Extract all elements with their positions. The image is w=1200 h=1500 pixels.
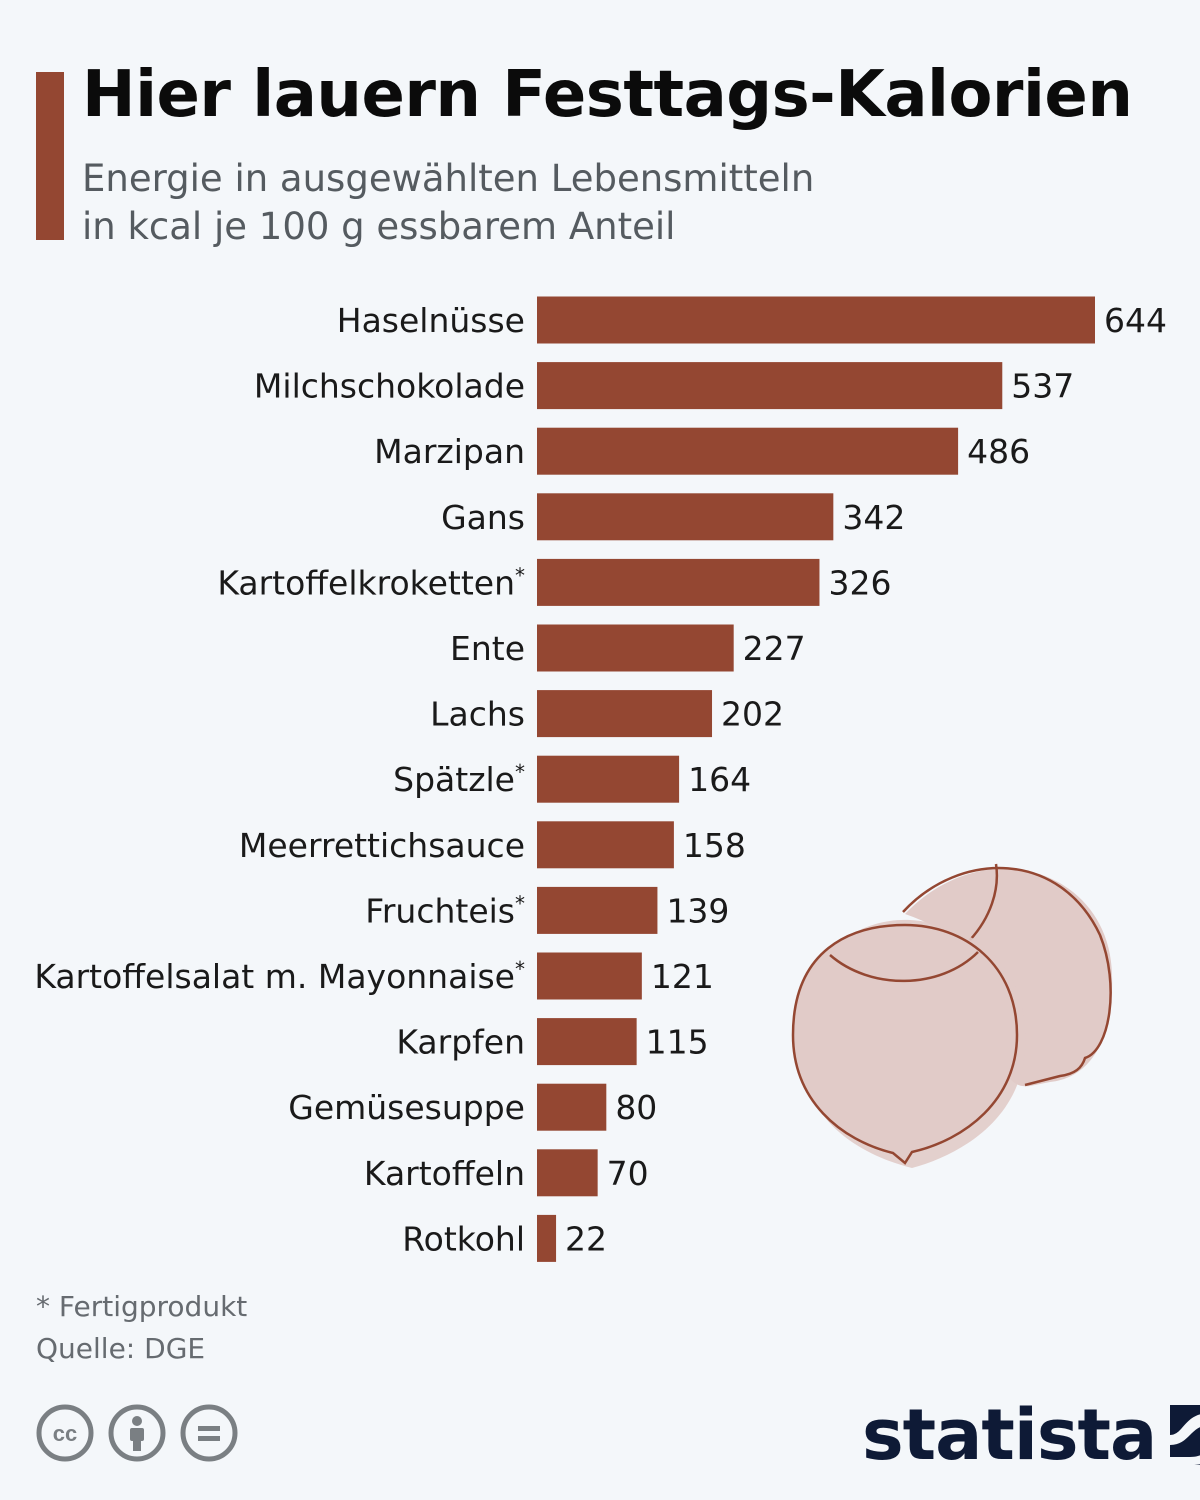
bar-3 — [537, 493, 834, 541]
category-label-10: Kartoffelsalat m. Mayonnaise* — [34, 957, 525, 996]
bar-9 — [537, 886, 658, 934]
value-label-5: 227 — [743, 629, 806, 668]
bar-1 — [537, 362, 1003, 410]
bar-13 — [537, 1149, 598, 1197]
bar-12 — [537, 1083, 607, 1131]
value-label-14: 22 — [565, 1219, 607, 1258]
attribution-icon[interactable] — [108, 1404, 166, 1462]
statista-logo[interactable]: statista — [862, 1394, 1200, 1476]
bar-11 — [537, 1018, 637, 1066]
value-label-13: 70 — [607, 1154, 649, 1193]
bar-10 — [537, 952, 642, 1000]
value-label-6: 202 — [721, 695, 784, 734]
chart-subtitle-line2: in kcal je 100 g essbarem Anteil — [82, 205, 676, 248]
category-label-13: Kartoffeln — [364, 1154, 525, 1193]
chart-subtitle-line1: Energie in ausgewählten Lebensmitteln — [82, 157, 815, 200]
no-derivatives-icon[interactable] — [180, 1404, 238, 1462]
brand-name: statista — [862, 1394, 1157, 1476]
svg-text:cc: cc — [53, 1421, 77, 1446]
value-label-11: 115 — [646, 1023, 709, 1062]
bar-4 — [537, 558, 820, 606]
chart-title: Hier lauern Festtags-Kalorien — [82, 58, 1133, 132]
category-label-8: Meerrettichsauce — [239, 826, 525, 865]
hazelnut-icon — [791, 863, 1113, 1168]
cc-icon[interactable]: cc — [36, 1404, 94, 1462]
category-label-0: Haselnüsse — [337, 301, 525, 340]
value-label-1: 537 — [1011, 367, 1074, 406]
bar-7 — [537, 755, 680, 803]
bars-group: Haselnüsse 644 Milchschokolade 537 Marzipan 4… — [34, 296, 1167, 1262]
value-label-7: 164 — [688, 760, 751, 799]
value-label-4: 326 — [828, 563, 891, 602]
category-label-5: Ente — [450, 629, 525, 668]
value-label-2: 486 — [967, 432, 1030, 471]
title-accent-bar — [36, 72, 64, 240]
bar-chart: Haselnüsse 644 Milchschokolade 537 Marzipan 4… — [34, 296, 1167, 1262]
value-label-10: 121 — [651, 957, 714, 996]
bar-6 — [537, 690, 713, 738]
bar-0 — [537, 296, 1095, 344]
category-label-9: Fruchteis* — [365, 891, 525, 930]
value-label-12: 80 — [615, 1088, 657, 1127]
category-label-14: Rotkohl — [402, 1219, 525, 1258]
category-label-6: Lachs — [430, 695, 525, 734]
category-label-2: Marzipan — [374, 432, 525, 471]
bar-8 — [537, 821, 674, 869]
category-label-4: Kartoffelkroketten* — [217, 563, 525, 602]
category-label-7: Spätzle* — [393, 760, 525, 799]
category-label-3: Gans — [441, 498, 525, 537]
value-label-3: 342 — [842, 498, 905, 537]
footnote: * Fertigprodukt — [36, 1290, 248, 1323]
bar-5 — [537, 624, 734, 672]
source-note: Quelle: DGE — [36, 1332, 206, 1365]
bar-2 — [537, 427, 959, 475]
value-label-9: 139 — [666, 891, 729, 930]
license-icons: cc — [36, 1404, 238, 1462]
category-label-1: Milchschokolade — [254, 367, 525, 406]
category-label-11: Karpfen — [396, 1023, 525, 1062]
category-label-12: Gemüsesuppe — [288, 1088, 525, 1127]
value-label-8: 158 — [683, 826, 746, 865]
value-label-0: 644 — [1104, 301, 1167, 340]
statista-mark-icon — [1170, 1405, 1200, 1465]
bar-14 — [537, 1214, 557, 1262]
